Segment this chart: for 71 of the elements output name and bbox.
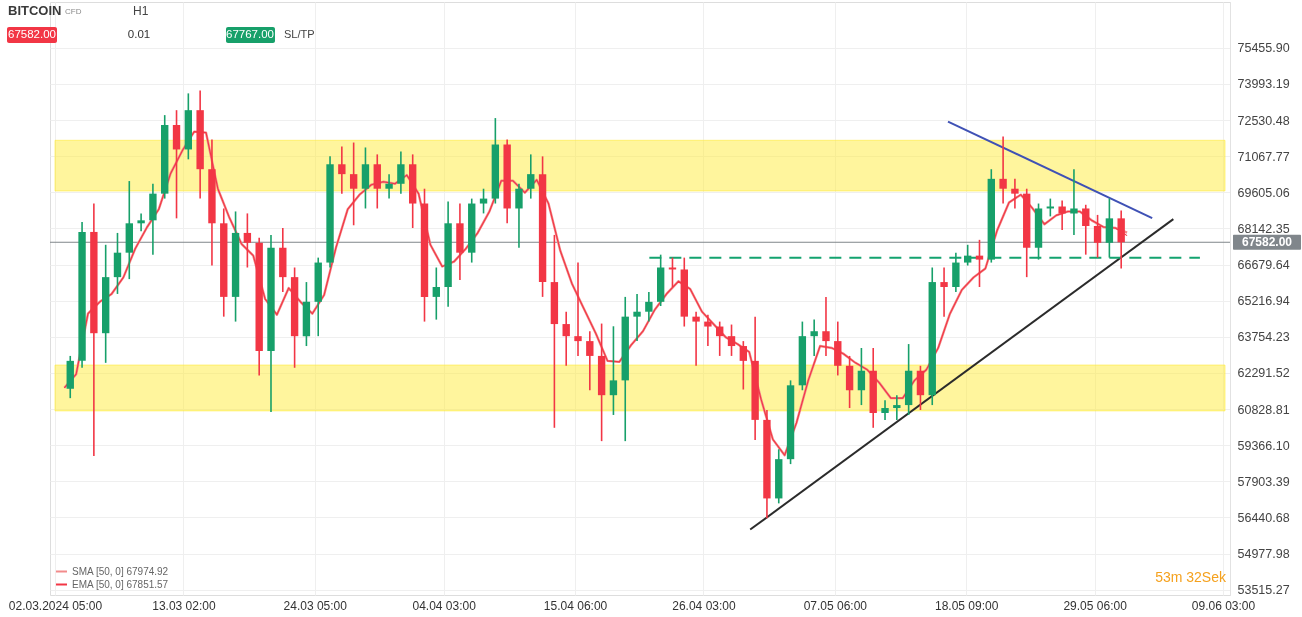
x-tick-label: 04.04 03:00 bbox=[412, 598, 477, 613]
candlestick bbox=[586, 330, 594, 392]
x-tick-label: 13.03 02:00 bbox=[152, 598, 216, 613]
candlestick bbox=[645, 291, 653, 323]
candlestick bbox=[397, 150, 405, 195]
candlestick bbox=[810, 318, 818, 357]
candlestick bbox=[527, 153, 535, 200]
y-tick-label: 73993.19 bbox=[1237, 77, 1290, 92]
y-tick-label: 56440.68 bbox=[1237, 510, 1290, 525]
candlestick bbox=[940, 266, 948, 318]
y-tick-label: 57903.39 bbox=[1237, 474, 1290, 489]
annotation: CFD bbox=[65, 7, 82, 16]
x-tick-label: 09.06 03:00 bbox=[1191, 598, 1256, 613]
y-tick-label: 63754.23 bbox=[1237, 330, 1290, 345]
x-tick-label: 18.05 09:00 bbox=[935, 598, 999, 613]
candlestick bbox=[704, 313, 712, 347]
candlestick bbox=[1117, 209, 1125, 270]
x-tick-label: 15.04 06:00 bbox=[543, 598, 608, 613]
y-tick-label: 71067.77 bbox=[1237, 149, 1290, 164]
candlestick bbox=[574, 261, 582, 357]
annotation: 0.01 bbox=[127, 28, 151, 40]
ref-line-label: 67582.00 bbox=[1241, 235, 1293, 250]
candlestick bbox=[857, 347, 866, 406]
candlestick bbox=[1082, 203, 1090, 256]
annotation: 53m 32Sek bbox=[1155, 569, 1227, 585]
x-tick-label: 07.05 06:00 bbox=[803, 598, 868, 613]
y-tick-label: 68142.35 bbox=[1237, 221, 1290, 236]
y-tick-label: 60828.81 bbox=[1237, 402, 1290, 417]
candlestick bbox=[975, 239, 984, 288]
candlestick bbox=[338, 145, 346, 195]
candlestick bbox=[243, 212, 252, 269]
candlestick bbox=[1011, 178, 1019, 210]
candlestick bbox=[609, 325, 618, 416]
annotation: 67582.00 bbox=[8, 28, 56, 40]
y-tick-label: 72530.48 bbox=[1237, 113, 1290, 128]
y-tick-label: 54977.98 bbox=[1237, 547, 1290, 562]
candlestick bbox=[1070, 168, 1078, 236]
annotation: SL/TP bbox=[284, 28, 315, 40]
candlestick bbox=[1058, 199, 1066, 231]
candlestick bbox=[479, 187, 488, 215]
x-tick-label: 29.05 06:00 bbox=[1063, 598, 1128, 613]
x-tick-label: 26.04 03:00 bbox=[672, 598, 736, 613]
candlestick bbox=[385, 173, 393, 200]
candlestick bbox=[692, 310, 700, 367]
candlestick bbox=[349, 141, 358, 227]
y-tick-label: 75455.90 bbox=[1237, 41, 1290, 56]
candlestick bbox=[562, 310, 570, 367]
y-tick-label: 69605.06 bbox=[1237, 185, 1290, 200]
annotation: H1 bbox=[133, 4, 149, 18]
x-tick-label: 24.03 05:00 bbox=[283, 598, 348, 613]
legend-label: EMA [50, 0] 67851.57 bbox=[72, 578, 169, 590]
candlestick bbox=[999, 135, 1007, 205]
candlestick bbox=[432, 266, 440, 321]
chart-title: BITCOIN bbox=[8, 3, 62, 18]
candlestick bbox=[881, 399, 889, 421]
candlestick bbox=[893, 394, 901, 421]
candlestick bbox=[633, 293, 641, 342]
candlestick bbox=[1093, 214, 1102, 259]
y-tick-label: 66679.64 bbox=[1237, 258, 1290, 273]
candlestick bbox=[739, 340, 748, 391]
candlestick bbox=[137, 212, 145, 232]
y-tick-label: 59366.10 bbox=[1237, 438, 1290, 453]
annotation: 67767.00 bbox=[226, 28, 274, 40]
candlestick bbox=[822, 296, 830, 357]
y-tick-label: 62291.52 bbox=[1237, 366, 1290, 381]
candlestick bbox=[515, 182, 523, 249]
x-tick-label: 02.03.2024 05:00 bbox=[8, 598, 103, 613]
y-tick-label: 65216.94 bbox=[1237, 294, 1290, 309]
legend-label: SMA [50, 0] 67974.92 bbox=[72, 565, 169, 577]
y-tick-label: 53515.27 bbox=[1237, 583, 1290, 598]
candlestick bbox=[727, 323, 736, 357]
